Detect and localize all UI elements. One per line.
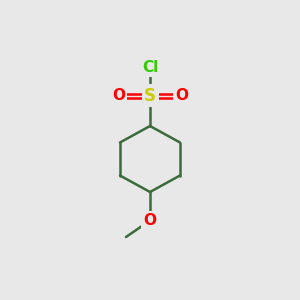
Text: Cl: Cl bbox=[142, 60, 158, 75]
Text: O: O bbox=[112, 88, 125, 104]
Text: O: O bbox=[175, 88, 188, 104]
Text: O: O bbox=[143, 213, 157, 228]
Text: S: S bbox=[144, 87, 156, 105]
